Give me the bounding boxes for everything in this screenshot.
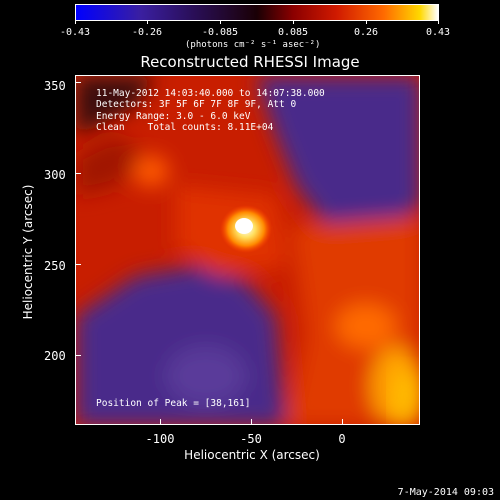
- rhessi-image: 11-May-2012 14:03:40.000 to 14:07:38.000…: [75, 75, 420, 425]
- colorbar-tick-label: 0.085: [277, 27, 309, 38]
- colorbar: [75, 4, 439, 21]
- x-axis-label: Heliocentric X (arcsec): [184, 448, 320, 462]
- peak-position-text: Position of Peak = [38,161]: [96, 398, 251, 409]
- colorbar-tick-label: 0.43: [425, 27, 451, 38]
- y-tick-label: 300: [44, 168, 66, 182]
- time-range-text: 11-May-2012 14:03:40.000 to 14:07:38.000: [96, 88, 325, 99]
- energy-range-text: Energy Range: 3.0 - 6.0 keV: [96, 111, 251, 122]
- plot-title: Reconstructed RHESSI Image: [140, 53, 360, 71]
- x-tick-label: -100: [145, 432, 175, 446]
- clean-counts-text: Clean Total counts: 8.11E+04: [96, 122, 274, 133]
- y-tick-label: 350: [44, 79, 66, 93]
- colorbar-tick-label: -0.085: [201, 27, 239, 38]
- y-axis-label: Heliocentric Y (arcsec): [21, 184, 35, 320]
- date-stamp: 7-May-2014 09:03: [397, 487, 494, 498]
- y-tick-label: 200: [44, 349, 66, 363]
- x-tick-label: 0: [338, 432, 346, 446]
- x-tick-label: -50: [240, 432, 262, 446]
- detectors-text: Detectors: 3F 5F 6F 7F 8F 9F, Att 0: [96, 99, 297, 110]
- colorbar-tick-label: -0.26: [131, 27, 163, 38]
- y-tick-label: 250: [44, 259, 66, 273]
- colorbar-units: (photons cm⁻² s⁻¹ asec⁻²): [185, 40, 321, 50]
- colorbar-tick-label: -0.43: [59, 27, 91, 38]
- colorbar-tick-label: 0.26: [353, 27, 379, 38]
